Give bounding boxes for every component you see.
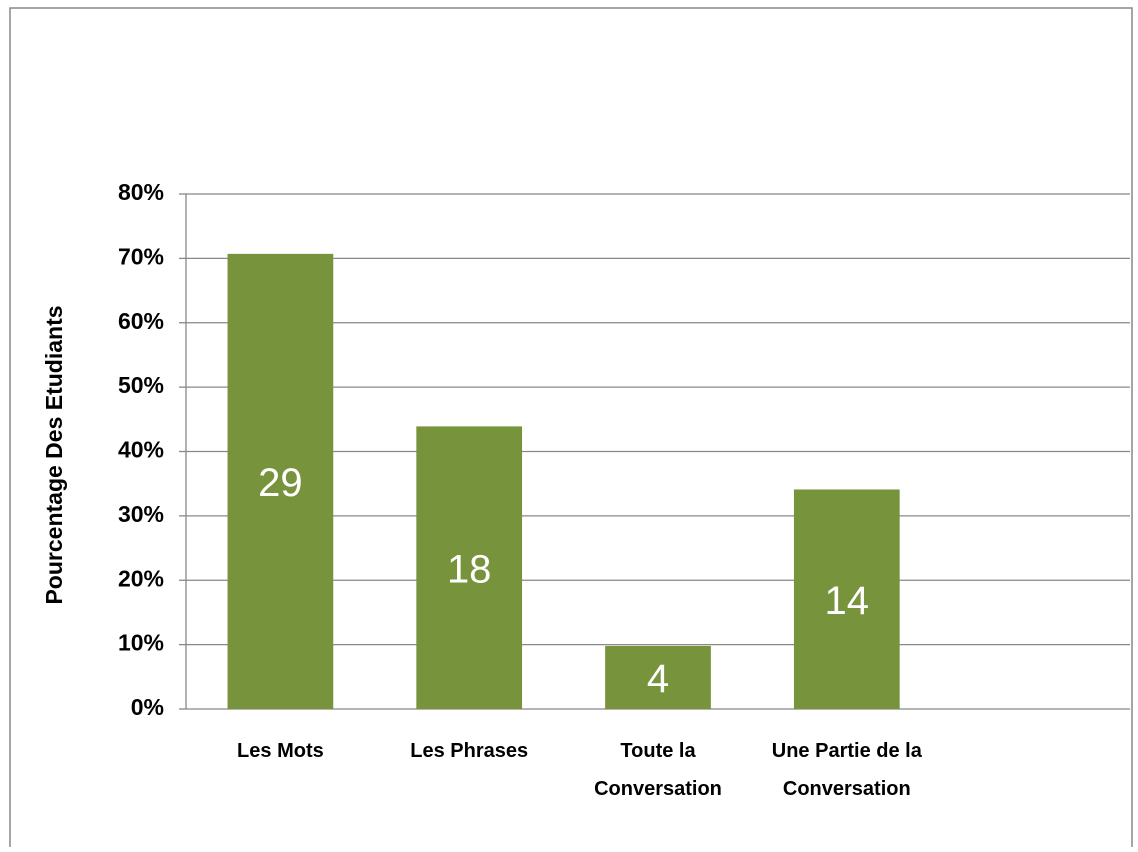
y-tick-label: 50% [118,372,164,398]
y-tick-label: 30% [118,501,164,527]
data-label: 29 [258,461,303,505]
data-label: 18 [447,547,492,591]
y-tick-label: 70% [118,243,164,269]
bar [793,489,900,709]
chart-border [9,7,1133,852]
y-tick-label: 0% [131,694,164,720]
y-tick-label: 80% [118,179,164,205]
x-tick-label: Les Mots [237,740,324,762]
data-label: 4 [647,657,669,701]
x-tick-label: Les Phrases [410,740,528,762]
data-label: 14 [825,579,870,623]
bar [227,253,334,709]
y-tick-label: 20% [118,565,164,591]
x-tick-label: Toute la Conversation [594,740,722,800]
bar [605,645,711,709]
y-tick-label: 10% [118,630,164,656]
y-axis-label: Pourcentage Des Etudiants [41,305,67,604]
y-tick-label: 60% [118,308,164,334]
y-tick-label: 40% [118,437,164,463]
x-tick-label: Une Partie de la Conversation [772,740,923,800]
bar [416,426,523,709]
